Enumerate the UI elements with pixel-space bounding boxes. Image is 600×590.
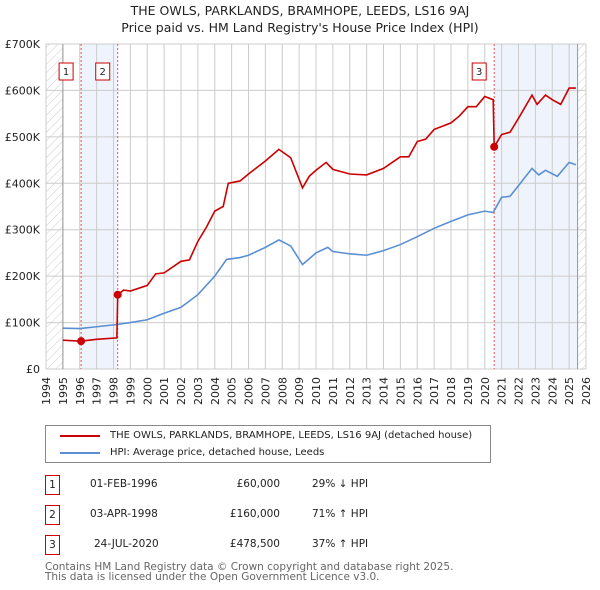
legend-label-hpi: HPI: Average price, detached house, Leed… [110, 447, 325, 458]
x-tick-label: 2002 [175, 377, 188, 405]
hatched-region [46, 44, 63, 369]
x-tick-label: 2023 [529, 377, 542, 405]
hatched-region [577, 44, 586, 369]
y-tick-label: £700K [5, 38, 41, 51]
sale-point [113, 290, 122, 299]
sale-date: 03-APR-1998 [90, 508, 158, 520]
x-tick-label: 1994 [40, 377, 53, 405]
shaded-range [494, 44, 578, 369]
x-tick-label: 2001 [158, 377, 171, 405]
x-tick-label: 2021 [496, 377, 509, 405]
x-tick-label: 2000 [141, 377, 154, 405]
footer: Contains HM Land Registry data © Crown c… [45, 561, 454, 583]
sale-hpi-diff: 71% ↑ HPI [312, 508, 369, 520]
x-tick-label: 2006 [243, 377, 256, 405]
plot-area: 1994 1995 1996 1997 1998 1999 2000 2001 2002 2003… [5, 38, 593, 405]
legend-swatch-hpi [60, 451, 100, 454]
sale-date: 01-FEB-1996 [90, 478, 158, 490]
x-tick-label: 2010 [310, 377, 323, 405]
footer-line: Contains HM Land Registry data © Crown c… [45, 561, 454, 573]
sale-marker-label: 2 [100, 67, 106, 78]
x-tick-label: 2013 [361, 377, 374, 405]
chart-subtitle: Price paid vs. HM Land Registry's House … [121, 20, 479, 35]
y-tick-label: £200K [5, 270, 41, 283]
sale-marker-label: 1 [45, 475, 60, 495]
x-tick-label: 2018 [445, 377, 458, 405]
sale-marker-box [95, 62, 111, 81]
sale-price: £160,000 [229, 508, 280, 520]
x-tick-label: 2025 [563, 377, 576, 405]
x-tick-label: 2012 [344, 377, 357, 405]
x-tick-label: 1999 [124, 377, 137, 405]
x-tick-label: 2016 [411, 377, 424, 405]
y-tick-label: £600K [5, 84, 41, 97]
x-tick-label: 2015 [394, 377, 407, 405]
sale-marker-label: 3 [476, 67, 482, 78]
sale-hpi-diff: 37% ↑ HPI [312, 538, 369, 550]
x-tick-label: 1998 [108, 377, 121, 405]
x-tick-label: 2004 [209, 377, 222, 405]
y-tick-label: £0 [26, 363, 40, 376]
x-tick-label: 2017 [428, 377, 441, 405]
legend: THE OWLS, PARKLANDS, BRAMHOPE, LEEDS, LS… [45, 425, 491, 463]
x-tick-label: 2026 [580, 377, 593, 405]
x-tick-label: 2005 [226, 377, 239, 405]
x-tick-label: 2003 [192, 377, 205, 405]
x-tick-label: 2008 [276, 377, 289, 405]
sale-marker-label: 1 [63, 67, 69, 78]
legend-label-property: THE OWLS, PARKLANDS, BRAMHOPE, LEEDS, LS… [110, 430, 473, 441]
x-tick-label: 2011 [327, 377, 340, 405]
chart-title: THE OWLS, PARKLANDS, BRAMHOPE, LEEDS, LS… [130, 3, 470, 18]
sale-point [490, 142, 499, 151]
sale-marker-box [58, 62, 74, 81]
x-tick-label: 2007 [259, 377, 272, 405]
x-tick-label: 1996 [74, 377, 87, 405]
y-tick-label: £400K [5, 177, 41, 190]
sale-price: £478,500 [229, 538, 280, 550]
property-price-line [62, 87, 576, 342]
sale-point [77, 337, 86, 346]
sale-date: 24-JUL-2020 [94, 538, 159, 550]
sale-marker-label: 3 [45, 535, 60, 555]
footer-line: This data is licensed under the Open Gov… [45, 571, 380, 583]
x-tick-label: 2014 [378, 377, 391, 405]
sale-marker-box [471, 62, 487, 81]
sale-hpi-diff: 29% ↓ HPI [312, 478, 369, 490]
sale-row: 1 01-FEB-1996 £60,000 29% ↓ HPI [45, 475, 445, 495]
x-tick-label: 1995 [57, 377, 70, 405]
sale-price: £60,000 [236, 478, 280, 490]
x-tick-label: 2022 [513, 377, 526, 405]
legend-swatch-property [60, 434, 100, 437]
y-tick-label: £100K [5, 317, 41, 330]
x-tick-label: 1997 [91, 377, 104, 405]
shaded-range [81, 44, 118, 369]
x-tick-label: 2024 [546, 377, 559, 405]
y-tick-label: £300K [5, 224, 41, 237]
hpi-line [62, 161, 577, 330]
x-tick-label: 2019 [462, 377, 475, 405]
x-tick-label: 2009 [293, 377, 306, 405]
sale-row: 3 24-JUL-2020 £478,500 37% ↑ HPI [45, 535, 445, 555]
y-tick-label: £500K [5, 131, 41, 144]
sale-marker-label: 2 [45, 505, 60, 525]
sale-row: 2 03-APR-1998 £160,000 71% ↑ HPI [45, 505, 445, 525]
x-tick-label: 2020 [479, 377, 492, 405]
